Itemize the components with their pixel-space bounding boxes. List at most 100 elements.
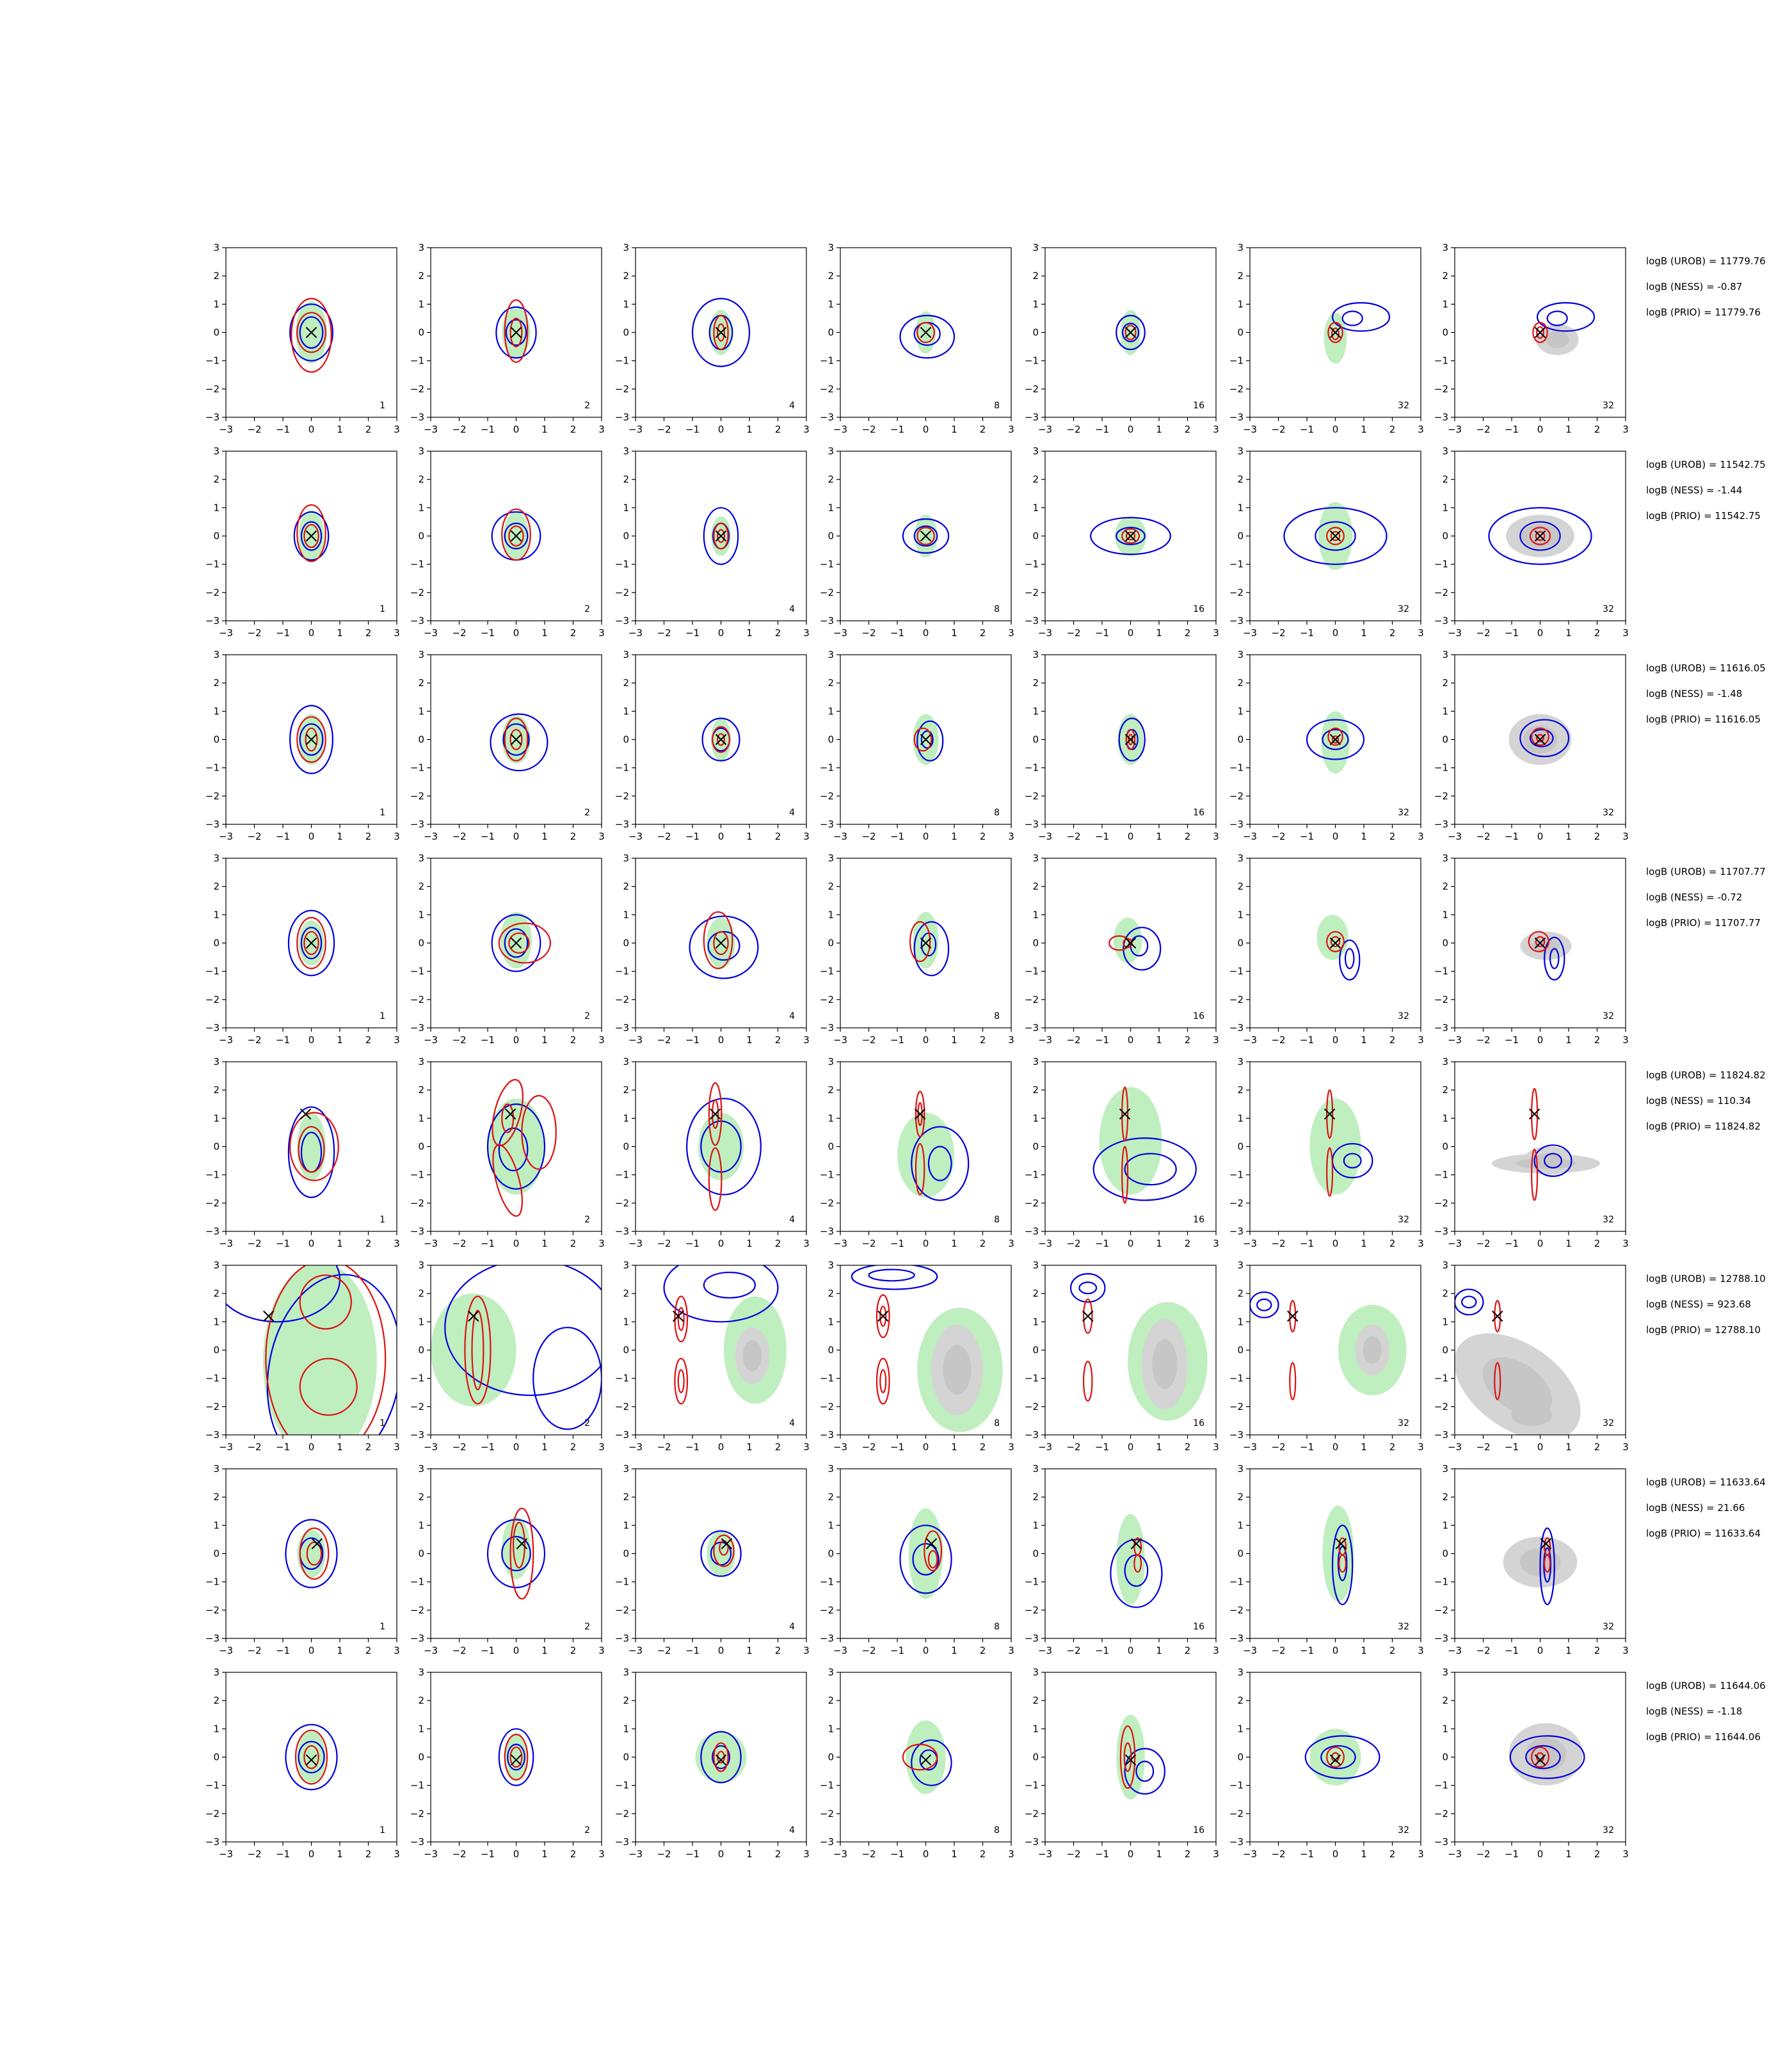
y-tick-label: 3 xyxy=(623,1260,629,1271)
logb-stat: logB (UROB) = 11542.75 xyxy=(1646,459,1766,470)
y-tick-label: −2 xyxy=(1229,1808,1244,1820)
y-tick-label: −3 xyxy=(820,412,834,423)
x-tick-label: 3 xyxy=(394,1848,400,1860)
y-tick-label: −2 xyxy=(820,790,834,802)
blue-contour xyxy=(1344,948,1355,970)
x-tick-label: −3 xyxy=(628,1441,643,1453)
x-tick-label: 0 xyxy=(1128,1645,1134,1656)
panel-count-label: 1 xyxy=(380,401,385,411)
x-tick-label: 3 xyxy=(1418,1645,1424,1656)
y-tick-label: 1 xyxy=(828,502,834,513)
y-tick-label: −3 xyxy=(410,1429,424,1441)
x-tick-label: −1 xyxy=(685,1034,700,1046)
y-tick-label: 1 xyxy=(1032,1316,1039,1327)
y-tick-label: 2 xyxy=(1032,677,1039,689)
panel-plot-area xyxy=(1520,931,1572,981)
y-tick-label: 0 xyxy=(1237,531,1244,542)
y-tick-label: 0 xyxy=(1237,1345,1244,1356)
x-tick-label: 3 xyxy=(1213,1848,1219,1860)
red-contour xyxy=(291,298,332,373)
x-tick-label: −2 xyxy=(657,831,671,842)
panel-count-label: 16 xyxy=(1193,1418,1204,1428)
x-tick-label: 0 xyxy=(1537,1848,1544,1860)
x-tick-label: −2 xyxy=(1066,424,1080,435)
cross-marker xyxy=(305,1754,317,1766)
y-tick-label: 3 xyxy=(418,1667,424,1678)
x-tick-label: −1 xyxy=(1095,1645,1109,1656)
x-tick-label: 3 xyxy=(1418,424,1424,435)
y-tick-label: 3 xyxy=(1032,1667,1039,1678)
y-tick-label: 1 xyxy=(1237,502,1244,513)
x-tick-label: 3 xyxy=(598,1441,605,1453)
y-tick-label: −1 xyxy=(205,762,220,774)
blue-contour xyxy=(1283,507,1388,565)
x-tick-label: 3 xyxy=(598,424,605,435)
y-tick-label: −1 xyxy=(1434,559,1448,570)
y-tick-label: 1 xyxy=(1032,1519,1039,1531)
panel-r1-c2: −3−3 −2 −2 −1 −1 0 0 1 1 2 2 3 3 2 xyxy=(410,242,605,435)
x-tick-label: 2 xyxy=(775,1238,781,1249)
y-tick-label: 3 xyxy=(213,1463,220,1475)
red-contour xyxy=(501,508,531,561)
x-tick-label: 2 xyxy=(570,1645,577,1656)
y-tick-label: 0 xyxy=(1442,1752,1448,1763)
x-tick-label: −3 xyxy=(219,424,233,435)
y-tick-label: 3 xyxy=(213,445,220,457)
y-tick-label: 2 xyxy=(418,1084,424,1096)
y-tick-label: 0 xyxy=(1237,1548,1244,1560)
y-tick-label: −3 xyxy=(1025,1633,1039,1644)
y-tick-label: −2 xyxy=(1025,1401,1039,1412)
x-tick-label: 3 xyxy=(803,627,810,639)
y-tick-label: −1 xyxy=(1229,1780,1244,1791)
y-tick-label: −1 xyxy=(205,1373,220,1384)
y-tick-label: −2 xyxy=(410,383,424,395)
x-tick-label: 2 xyxy=(365,1034,372,1046)
x-tick-label: 2 xyxy=(1594,831,1601,842)
panel-plot-area xyxy=(899,1508,952,1599)
x-tick-label: −1 xyxy=(481,831,495,842)
x-tick-label: −3 xyxy=(1448,831,1462,842)
y-tick-label: 1 xyxy=(418,298,424,310)
y-tick-label: 0 xyxy=(1237,327,1244,339)
red-contour xyxy=(296,916,326,970)
red-contour xyxy=(1330,936,1341,947)
blue-contour xyxy=(505,319,527,346)
y-tick-label: 2 xyxy=(623,881,629,892)
cross-marker xyxy=(1130,1538,1142,1549)
cross-marker xyxy=(1287,1310,1299,1322)
x-tick-label: −3 xyxy=(219,1238,233,1249)
panel-r5-c5: −3−3 −2 −2 −1 −1 0 0 1 1 2 2 3 3 16 xyxy=(1025,1056,1219,1249)
blue-contour xyxy=(486,1103,546,1190)
red-contour xyxy=(1331,735,1340,744)
blue-contour xyxy=(913,525,938,547)
y-tick-label: 2 xyxy=(418,474,424,485)
y-tick-label: −3 xyxy=(1025,1429,1039,1441)
panel-plot-area xyxy=(703,507,739,565)
blue-contour xyxy=(1124,1748,1165,1795)
red-contour xyxy=(909,921,931,963)
x-tick-label: 1 xyxy=(746,627,753,639)
x-tick-label: 3 xyxy=(1622,1848,1629,1860)
red-contour xyxy=(879,1305,887,1327)
blue-contour xyxy=(1341,310,1363,326)
panel-r6-c2: −3−3 −2 −2 −1 −1 0 0 1 1 2 2 3 3 2 xyxy=(410,1260,605,1453)
cross-marker xyxy=(504,1108,516,1120)
red-contour xyxy=(298,1126,325,1173)
x-tick-label: −3 xyxy=(1448,627,1462,639)
x-tick-label: 0 xyxy=(1332,1238,1339,1249)
y-tick-label: −2 xyxy=(205,1197,220,1209)
y-tick-label: 2 xyxy=(623,1695,629,1706)
x-tick-label: −3 xyxy=(1038,424,1052,435)
panel-count-label: 8 xyxy=(994,401,1000,411)
panel-r2-c7: −3−3 −2 −2 −1 −1 0 0 1 1 2 2 3 3 32 xyxy=(1434,445,1629,639)
y-tick-label: 1 xyxy=(418,705,424,717)
x-tick-label: 0 xyxy=(308,1645,315,1656)
panel-count-label: 1 xyxy=(380,604,385,614)
x-tick-label: −2 xyxy=(452,831,466,842)
y-tick-label: 1 xyxy=(1442,1519,1448,1531)
y-tick-label: 2 xyxy=(1237,474,1244,485)
y-tick-label: −1 xyxy=(410,966,424,977)
x-tick-label: 0 xyxy=(308,1238,315,1249)
x-tick-label: 0 xyxy=(718,1441,724,1453)
panel-r3-c1: −3−3 −2 −2 −1 −1 0 0 1 1 2 2 3 3 1 xyxy=(205,649,400,842)
